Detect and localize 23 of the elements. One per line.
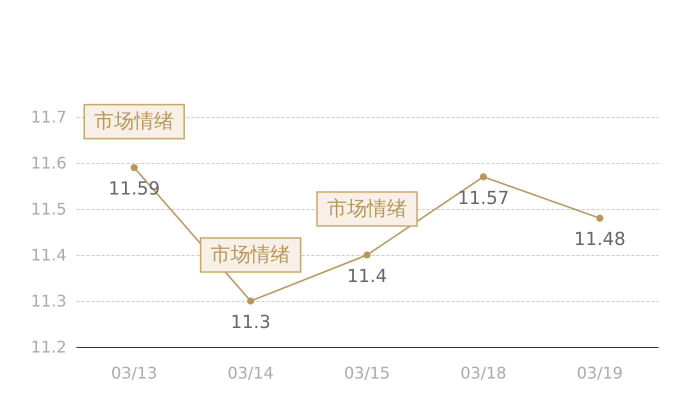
annotation: 市场情绪 <box>327 196 407 220</box>
data-label: 11.3 <box>230 312 271 333</box>
point <box>247 297 254 305</box>
x-tick-label: 03/14 <box>228 364 274 382</box>
x-tick-label: 03/19 <box>576 364 623 382</box>
y-tick-label: 11.2 <box>30 338 66 356</box>
annotation: 市场情绪 <box>94 108 174 133</box>
y-tick-label: 11.3 <box>30 292 66 310</box>
data-label: 11.4 <box>346 266 388 287</box>
point <box>363 251 371 259</box>
annotation: 市场情绪 <box>210 242 291 266</box>
point <box>596 214 604 222</box>
point <box>130 164 138 172</box>
point <box>480 173 487 180</box>
y-tick-label: 11.7 <box>30 108 66 126</box>
data-label: 11.57 <box>458 188 510 209</box>
x-tick-label: 03/18 <box>460 364 506 382</box>
data-label: 11.48 <box>574 229 626 250</box>
x-tick-label: 03/13 <box>111 364 158 382</box>
y-tick-label: 11.5 <box>30 200 66 218</box>
x-tick-label: 03/15 <box>344 364 390 382</box>
y-tick-label: 11.4 <box>30 246 66 264</box>
y-tick-label: 11.6 <box>30 154 66 172</box>
